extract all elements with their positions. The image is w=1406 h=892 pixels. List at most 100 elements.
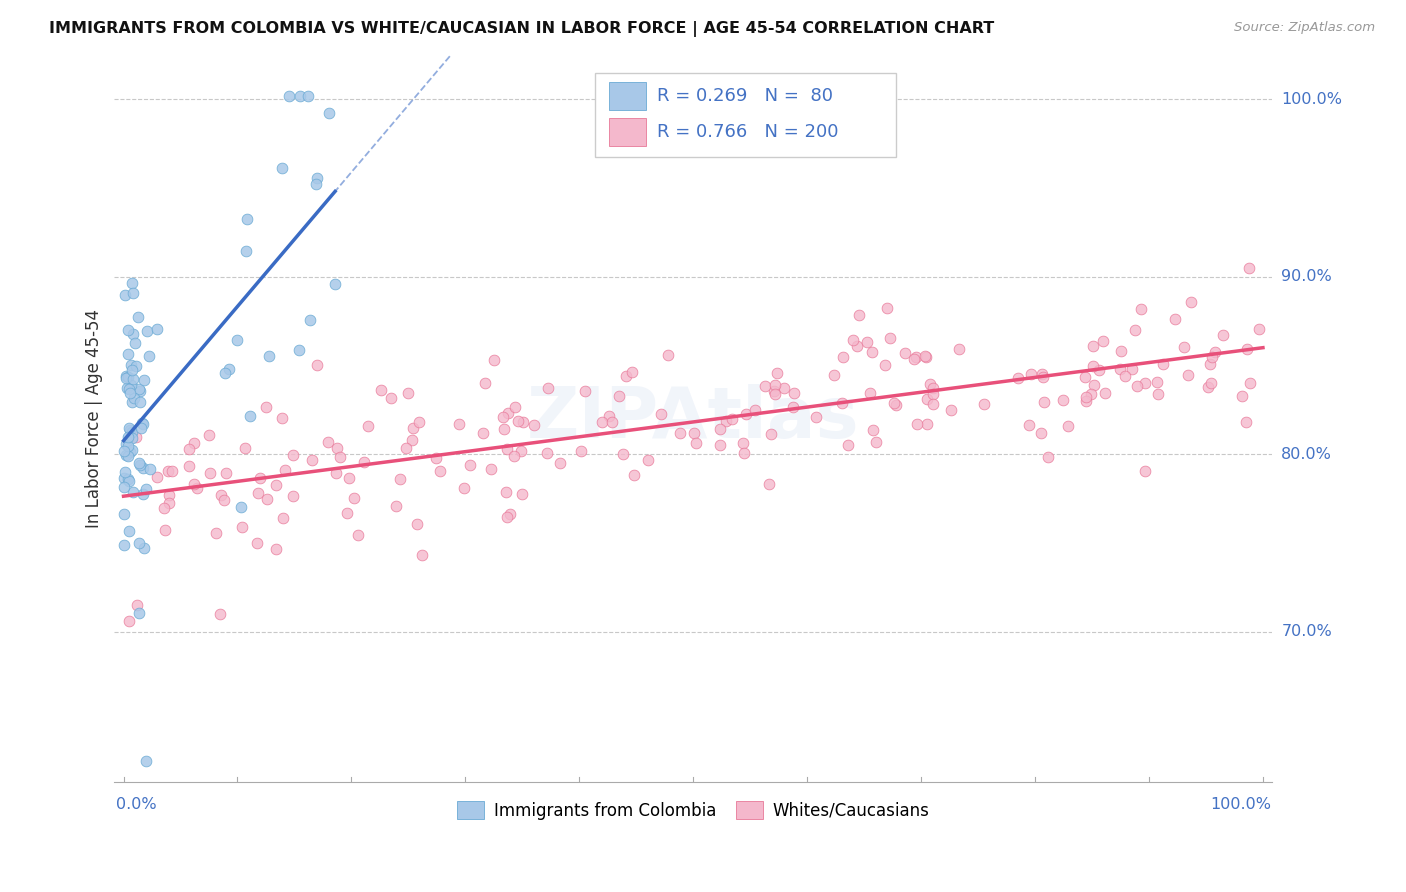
Point [129, 421, 152, 435]
Point [845, 339, 868, 353]
Point [325, 467, 347, 481]
Point [127, 310, 149, 324]
Point [1076, 390, 1098, 404]
Point [129, 395, 152, 409]
Point [197, 428, 219, 442]
Point [914, 349, 936, 363]
Point [1074, 394, 1097, 409]
Point [496, 509, 519, 524]
Point [498, 406, 520, 420]
Point [124, 335, 146, 350]
Point [837, 438, 859, 452]
Point [120, 423, 142, 437]
Point [1212, 328, 1234, 343]
Point [153, 500, 176, 515]
Point [598, 409, 620, 424]
Point [1230, 389, 1253, 403]
Point [132, 487, 155, 501]
Point [135, 482, 157, 496]
Point [336, 507, 359, 521]
FancyBboxPatch shape [595, 73, 896, 157]
Point [763, 387, 786, 401]
Point [157, 464, 180, 478]
Point [135, 324, 157, 338]
Point [1152, 358, 1174, 372]
Text: 70.0%: 70.0% [1281, 624, 1331, 639]
Point [471, 426, 494, 441]
Point [114, 449, 136, 463]
Point [915, 417, 938, 431]
Point [574, 384, 596, 399]
Point [905, 417, 928, 431]
Text: 0.0%: 0.0% [115, 797, 156, 812]
Point [112, 507, 135, 521]
Point [264, 477, 287, 491]
Point [183, 435, 205, 450]
Point [948, 343, 970, 357]
Point [318, 106, 340, 120]
Point [271, 511, 294, 525]
Point [939, 402, 962, 417]
Point [120, 377, 142, 392]
Point [122, 391, 145, 405]
Point [1018, 417, 1040, 432]
Point [512, 487, 534, 501]
Point [1031, 367, 1053, 381]
Point [117, 449, 139, 463]
Point [153, 523, 176, 537]
Point [121, 358, 143, 372]
Point [1236, 343, 1258, 357]
Point [685, 435, 707, 450]
Point [669, 425, 692, 440]
Point [128, 382, 150, 396]
Point [657, 348, 679, 362]
Point [254, 400, 277, 414]
Point [537, 381, 560, 395]
Point [205, 525, 228, 540]
Text: 100.0%: 100.0% [1281, 92, 1343, 107]
Point [388, 472, 411, 486]
Point [118, 382, 141, 396]
Point [271, 411, 294, 425]
Point [177, 458, 200, 473]
Point [842, 333, 865, 347]
Point [117, 472, 139, 486]
Point [1198, 357, 1220, 371]
Point [1239, 376, 1261, 390]
Point [758, 476, 780, 491]
Point [215, 466, 238, 480]
Point [1237, 260, 1260, 275]
Point [139, 462, 162, 476]
Point [548, 456, 571, 470]
Point [650, 407, 672, 421]
Point [921, 397, 943, 411]
Point [592, 415, 614, 429]
Point [1007, 370, 1029, 384]
Point [879, 331, 901, 345]
Point [893, 346, 915, 360]
Point [1073, 369, 1095, 384]
Point [763, 384, 786, 398]
Point [512, 415, 534, 429]
Point [128, 536, 150, 550]
Point [1080, 387, 1102, 401]
Point [447, 417, 470, 431]
Point [121, 484, 143, 499]
Point [1092, 334, 1115, 349]
Point [114, 288, 136, 302]
Point [157, 488, 180, 502]
Point [607, 388, 630, 402]
Point [496, 442, 519, 457]
Point [118, 524, 141, 538]
Point [131, 417, 153, 431]
Point [1123, 323, 1146, 337]
Point [395, 441, 418, 455]
Point [1197, 380, 1219, 394]
Point [1109, 343, 1132, 358]
Point [134, 541, 156, 556]
Point [122, 327, 145, 342]
Point [883, 396, 905, 410]
Text: 100.0%: 100.0% [1211, 797, 1271, 812]
Point [318, 435, 340, 450]
Point [125, 430, 148, 444]
